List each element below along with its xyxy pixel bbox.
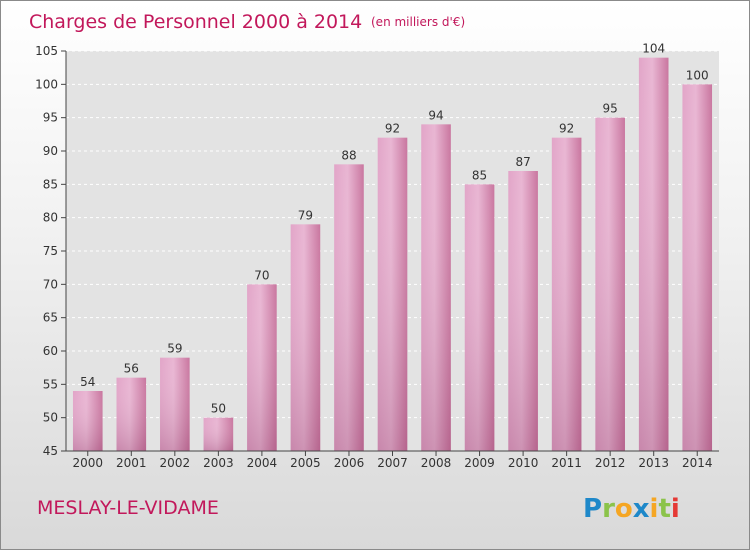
x-tick-label-2012: 2012	[595, 456, 626, 470]
bar-shade-2008	[421, 124, 451, 451]
bar-shade-2005	[290, 224, 321, 451]
x-tick-label-2003: 2003	[203, 456, 234, 470]
y-tick-label: 100	[35, 77, 58, 91]
y-tick-label: 85	[43, 177, 58, 191]
y-tick-label: 75	[43, 244, 58, 258]
y-tick-label: 105	[35, 44, 58, 58]
logo-letter: t	[658, 494, 670, 524]
x-tick-label-2008: 2008	[421, 456, 452, 470]
x-tick-label-2002: 2002	[160, 456, 191, 470]
chart-subtitle: (en milliers d'€)	[371, 15, 465, 29]
x-tick-label-2009: 2009	[464, 456, 495, 470]
logo-letter: P	[583, 494, 602, 524]
commune-name: MESLAY-LE-VIDAME	[37, 497, 219, 519]
x-tick-label-2010: 2010	[508, 456, 539, 470]
value-label-2003: 50	[211, 402, 226, 416]
bar-shade-2012	[595, 117, 625, 452]
proxiti-logo: Proxiti	[583, 494, 680, 524]
x-tick-label-2000: 2000	[72, 456, 103, 470]
value-label-2012: 95	[603, 102, 618, 116]
value-label-2001: 56	[124, 362, 139, 376]
x-tick-label-2007: 2007	[377, 456, 408, 470]
logo-letter: o	[615, 494, 633, 524]
value-label-2010: 87	[515, 155, 530, 169]
bar-shade-2011	[551, 137, 582, 451]
value-label-2013: 104	[642, 42, 665, 56]
bar-shade-2004	[247, 284, 277, 451]
value-label-2002: 59	[167, 342, 182, 356]
bar-shade-2013	[638, 57, 669, 452]
y-tick-label: 90	[43, 144, 58, 158]
y-tick-label: 50	[43, 411, 58, 425]
value-label-2004: 70	[254, 268, 269, 282]
y-tick-label: 80	[43, 211, 58, 225]
logo-letter: i	[650, 494, 659, 524]
bar-shade-2014	[682, 84, 713, 451]
bar-shade-2003	[203, 417, 234, 451]
x-tick-label-2013: 2013	[638, 456, 669, 470]
value-label-2008: 94	[428, 108, 443, 122]
y-tick-label: 55	[43, 377, 58, 391]
chart-title: Charges de Personnel 2000 à 2014	[29, 11, 362, 33]
x-tick-label-2006: 2006	[334, 456, 365, 470]
bar-shade-2009	[464, 184, 495, 452]
value-label-2014: 100	[686, 68, 709, 82]
y-tick-label: 65	[43, 311, 58, 325]
bar-shade-2001	[116, 377, 147, 451]
bars-layer: 54 56 59 50 70 79 88 92 94 85 87 92 95 104 100	[72, 42, 713, 452]
logo-letter: i	[671, 494, 680, 524]
x-tick-label-2004: 2004	[247, 456, 278, 470]
logo-letter: x	[633, 494, 650, 524]
axis-layer: 45 50 55 60 65 70 75 80 85 90 95 100 105 2000 2001 2002…	[35, 44, 719, 470]
logo-letter: r	[602, 494, 615, 524]
value-label-2011: 92	[559, 122, 574, 136]
y-tick-label: 70	[43, 277, 58, 291]
value-label-2000: 54	[80, 375, 95, 389]
bar-shade-2007	[377, 137, 408, 451]
bar-shade-2000	[72, 391, 103, 451]
value-label-2007: 92	[385, 122, 400, 136]
y-tick-label: 60	[43, 344, 58, 358]
bar-shade-2006	[334, 164, 364, 452]
bar-shade-2002	[160, 357, 190, 451]
x-tick-label-2001: 2001	[116, 456, 147, 470]
y-tick-label: 95	[43, 111, 58, 125]
value-label-2006: 88	[341, 148, 356, 162]
x-tick-label-2011: 2011	[551, 456, 582, 470]
value-label-2005: 79	[298, 208, 313, 222]
x-tick-label-2014: 2014	[682, 456, 713, 470]
value-label-2009: 85	[472, 168, 487, 182]
y-tick-label: 45	[43, 444, 58, 458]
bar-shade-2010	[508, 171, 538, 451]
x-tick-label-2005: 2005	[290, 456, 321, 470]
